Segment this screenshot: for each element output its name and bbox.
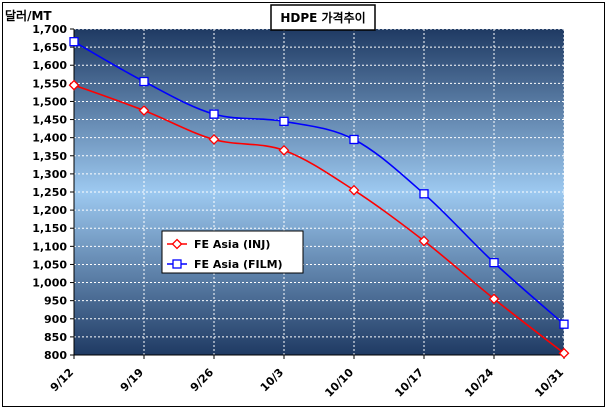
y-tick-label: 1,200 — [32, 204, 67, 217]
data-point — [69, 37, 79, 47]
gridlines — [74, 28, 565, 355]
data-point — [209, 109, 219, 119]
y-tick-label: 1,300 — [32, 168, 67, 181]
data-point — [138, 105, 150, 116]
data-point — [559, 319, 569, 329]
chart-title: HDPE 가격추이 — [280, 10, 365, 25]
legend-entry: FE Asia (INJ) — [194, 238, 270, 251]
title-box — [270, 4, 376, 31]
y-tick-label: 1,600 — [32, 59, 67, 72]
legend: FE Asia (INJ) FE Asia (FILM) — [161, 230, 304, 274]
data-point — [278, 144, 290, 156]
y-axis-label: 달러/MT — [5, 8, 52, 23]
y-tick-label: 1,250 — [32, 186, 67, 199]
y-tick-label: 800 — [44, 349, 67, 362]
y-tick-label: 1,000 — [32, 277, 67, 290]
y-tick-label: 900 — [44, 313, 67, 326]
y-tick-label: 1,350 — [32, 150, 67, 163]
series-2 — [69, 37, 569, 329]
y-tick-label: 950 — [44, 295, 67, 308]
legend-entry: FE Asia (FILM) — [194, 258, 283, 271]
legend-box — [161, 230, 304, 274]
data-point — [419, 189, 429, 199]
y-tick-label: 1,100 — [32, 240, 67, 253]
data-point — [349, 134, 359, 145]
data-point — [558, 347, 570, 359]
y-tick-label: 1,700 — [32, 23, 67, 36]
data-point — [418, 235, 430, 247]
y-tick-label: 1,500 — [32, 95, 67, 108]
y-tick-label: 1,150 — [32, 222, 67, 235]
data-point — [348, 184, 360, 196]
data-point — [489, 257, 499, 268]
y-tick-label: 1,050 — [32, 258, 67, 271]
data-point — [208, 134, 220, 145]
data-point — [139, 76, 149, 87]
y-tick-label: 850 — [44, 331, 67, 344]
data-point — [279, 116, 289, 127]
y-tick-label: 1,400 — [32, 132, 67, 145]
series-layer — [68, 37, 570, 359]
legend-swatch-marker — [171, 238, 183, 250]
data-point — [68, 79, 80, 91]
data-point — [488, 293, 500, 305]
y-axis-ticks: 800 850 900 950 1,000 1,050 1,100 1,150 1,200 1,2… — [32, 23, 74, 362]
series-1 — [68, 79, 570, 359]
series-line — [73, 84, 565, 354]
y-tick-label: 1,650 — [32, 41, 67, 54]
y-tick-label: 1,450 — [32, 114, 67, 127]
y-tick-label: 1,550 — [32, 77, 67, 90]
legend-swatch-marker — [172, 259, 182, 269]
